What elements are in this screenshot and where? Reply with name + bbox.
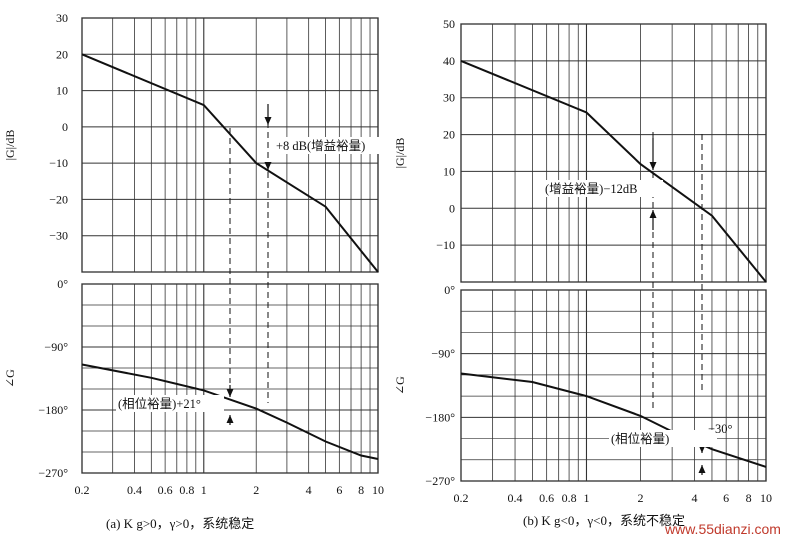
- gain-margin-label-bg: [274, 137, 394, 154]
- phase-margin-label: (相位裕量): [611, 431, 669, 446]
- x-tick-label: 0.2: [75, 483, 90, 497]
- x-tick-label: 10: [372, 483, 384, 497]
- magnitude-y-tick-label: 40: [443, 54, 455, 68]
- magnitude-y-tick-label: 30: [56, 11, 68, 25]
- magnitude-y-tick-label: 30: [443, 91, 455, 105]
- gain-margin-label: +8 dB(增益裕量): [276, 138, 365, 153]
- magnitude-y-tick-label: 10: [443, 164, 455, 178]
- x-tick-label: 0.8: [562, 491, 577, 505]
- gain-margin-arrow-head: [264, 117, 272, 125]
- magnitude-y-tick-label: −10: [436, 238, 455, 252]
- phase-margin-label: (相位裕量)+21°: [118, 396, 201, 411]
- phase-axis-label: ∠G: [393, 376, 407, 395]
- x-tick-label: 8: [358, 483, 364, 497]
- phase-y-tick-label: −270°: [38, 466, 68, 480]
- x-tick-label: 0.6: [158, 483, 173, 497]
- x-tick-label: 10: [760, 491, 772, 505]
- x-tick-label: 6: [336, 483, 342, 497]
- gain-margin-arrow-head: [649, 162, 657, 170]
- x-tick-label: 0.2: [454, 491, 469, 505]
- x-tick-label: 4: [306, 483, 312, 497]
- gain-margin-arrow-head: [264, 162, 272, 170]
- x-tick-label: 0.6: [539, 491, 554, 505]
- phase-y-tick-label: −90°: [44, 340, 68, 354]
- caption-b: (b) K g<0，γ<0，系统不稳定: [523, 513, 685, 528]
- phase-margin-arrow-head: [226, 389, 234, 397]
- phase-y-tick-label: 0°: [444, 283, 455, 297]
- phase-y-tick-label: −180°: [38, 403, 68, 417]
- phase-curve: [460, 372, 767, 468]
- magnitude-y-tick-label: 10: [56, 84, 68, 98]
- gain-margin-label: (增益裕量)−12dB: [545, 181, 637, 196]
- figure-b: 50 40 30 20 10 0 −10 |G|/dB 0° −90° −180° −270° ∠G 0.…: [393, 17, 772, 505]
- phase-margin-arrow-head: [698, 465, 706, 473]
- figure-a: 30 20 10 0 −10 −20 −30 |G|/dB 0° −90° −180° −270° ∠G…: [3, 11, 394, 497]
- watermark: www.55dianzi.com: [664, 521, 781, 537]
- phase-y-tick-label: 0°: [57, 277, 68, 291]
- x-tick-label: 6: [723, 491, 729, 505]
- x-tick-label: 1: [201, 483, 207, 497]
- phase-margin-arrow-head: [226, 415, 234, 423]
- x-tick-label: 2: [253, 483, 259, 497]
- magnitude-y-tick-label: −20: [49, 192, 68, 206]
- phase-y-tick-label: −270°: [425, 474, 455, 488]
- caption-a: (a) K g>0，γ>0，系统稳定: [106, 516, 254, 531]
- gain-margin-label-bg: [543, 180, 663, 197]
- magnitude-y-tick-label: 20: [56, 47, 68, 61]
- magnitude-panel: 50 40 30 20 10 0 −10 |G|/dB: [393, 17, 767, 283]
- x-tick-label: 1: [583, 491, 589, 505]
- magnitude-y-tick-label: 50: [443, 17, 455, 31]
- magnitude-frame: [460, 23, 767, 283]
- phase-axis-label: ∠G: [3, 369, 17, 388]
- phase-margin-label-bg: [116, 395, 224, 412]
- phase-margin-label-bg: [609, 430, 717, 447]
- x-tick-label: 0.4: [508, 491, 523, 505]
- phase-y-tick-label: −180°: [425, 410, 455, 424]
- magnitude-y-tick-label: −30: [49, 229, 68, 243]
- magnitude-y-tick-label: 0: [449, 201, 455, 215]
- phase-curve: [81, 363, 379, 460]
- x-tick-label: 4: [692, 491, 698, 505]
- phase-panel: 0° −90° −180° −270° ∠G: [393, 283, 767, 488]
- x-tick-label: 0.4: [127, 483, 142, 497]
- gain-margin-arrow-head: [649, 210, 657, 218]
- magnitude-curve: [460, 59, 767, 283]
- magnitude-y-tick-label: 0: [62, 120, 68, 134]
- phase-panel: 0° −90° −180° −270° ∠G: [3, 277, 379, 480]
- magnitude-y-tick-label: 20: [443, 128, 455, 142]
- x-tick-label: 0.8: [179, 483, 194, 497]
- x-tick-label: 2: [638, 491, 644, 505]
- magnitude-y-tick-label: −10: [49, 156, 68, 170]
- magnitude-curve: [81, 53, 379, 273]
- magnitude-axis-label: |G|/dB: [3, 130, 17, 161]
- magnitude-axis-label: |G|/dB: [393, 138, 407, 169]
- phase-y-tick-label: −90°: [431, 347, 455, 361]
- phase-margin-value: −30°: [708, 422, 733, 436]
- x-tick-label: 8: [746, 491, 752, 505]
